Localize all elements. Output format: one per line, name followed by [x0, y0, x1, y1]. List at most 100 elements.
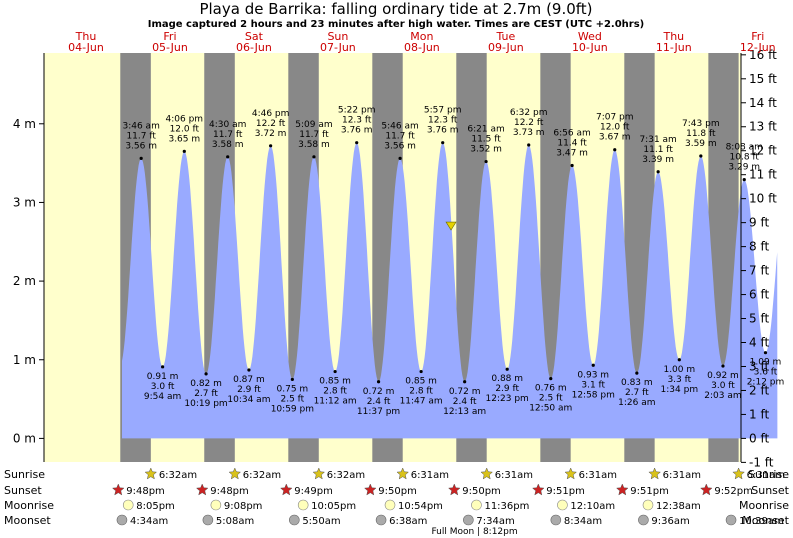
day-name: Mon [410, 30, 433, 43]
extreme-dot [763, 351, 768, 355]
sunset-time: 9:50pm [378, 486, 417, 497]
moonrise-icon [557, 499, 568, 511]
sunrise-icon [144, 467, 158, 480]
y-right-tick-label: 7 ft [749, 264, 769, 278]
moonset-time: 6:38am [389, 516, 427, 527]
sunset-time: 9:48pm [210, 486, 249, 497]
low-tide-label: 3.0 ft [151, 382, 175, 392]
high-tide-label: 7:43 pm [682, 119, 720, 129]
moonrise-time: 12:10am [570, 501, 615, 512]
moonrise-time: 10:05pm [311, 501, 356, 512]
sunrise-time: 6:31am [411, 470, 449, 481]
sunset-icon [195, 483, 209, 496]
moonrise-icon [122, 499, 134, 511]
moonrise-icon [297, 499, 309, 511]
sunset-time: 9:51pm [630, 486, 669, 497]
low-tide-label: 0.91 m [147, 372, 179, 382]
low-tide-label: 0.93 m [577, 370, 609, 380]
high-tide-label: 11.5 ft [471, 135, 501, 145]
extreme-dot [484, 159, 488, 164]
high-tide-label: 4:46 pm [252, 109, 290, 119]
low-tide-label: 0.82 m [190, 379, 222, 389]
moonrise-time: 10:54pm [398, 501, 443, 512]
sunset-icon [363, 483, 377, 496]
y-right-tick-label: 2 ft [749, 383, 769, 397]
low-tide-label: 3.0 ft [711, 381, 735, 391]
low-tide-label: 3.6 ft [754, 368, 778, 378]
y-right-tick-label: 8 ft [749, 240, 769, 254]
high-tide-label: 3.29 m [728, 163, 760, 173]
high-tide-label: 3.56 m [384, 141, 416, 151]
y-left-tick-label: 0 m [13, 431, 36, 445]
y-right-tick-label: 16 ft [749, 48, 777, 62]
moonrise-icon [384, 499, 396, 511]
high-tide-label: 12.3 ft [428, 116, 458, 126]
day-date: 06-Jun [236, 41, 272, 54]
moonset-icon [289, 514, 300, 526]
high-tide-label: 3.76 m [341, 126, 373, 136]
moonset-icon [725, 514, 737, 526]
extreme-dot [613, 148, 617, 152]
moonrise-time: 12:38am [656, 501, 701, 512]
low-tide-label: 11:12 am [314, 397, 357, 407]
low-tide-label: 1.09 m [750, 358, 782, 368]
low-tide-label: 3.1 ft [581, 380, 605, 390]
moonset-time: 4:34am [130, 516, 168, 527]
high-tide-label: 4:30 am [209, 120, 246, 130]
low-tide-label: 1.00 m [663, 365, 695, 375]
low-tide-label: 11:47 am [400, 397, 443, 407]
day-name: Thu [75, 30, 97, 43]
low-tide-label: 2.5 ft [539, 394, 563, 404]
low-tide-label: 12:50 am [529, 404, 572, 414]
low-tide-label: 0.83 m [621, 378, 653, 388]
high-tide-label: 12.0 ft [600, 123, 630, 133]
day-name: Wed [578, 30, 602, 43]
y-right-tick-label: 15 ft [749, 72, 777, 86]
extreme-dot [742, 178, 746, 182]
day-name: Sat [245, 30, 264, 43]
high-tide-label: 3.58 m [212, 140, 244, 150]
high-tide-label: 3.39 m [642, 155, 674, 165]
low-tide-label: 0.85 m [319, 377, 351, 387]
low-tide-label: 2.9 ft [495, 384, 519, 394]
high-tide-label: 4:06 pm [166, 114, 204, 124]
day-header: Thu04-JunFri05-JunSat06-JunSun07-JunMon0… [68, 30, 776, 54]
moonrise-icon [210, 499, 222, 511]
sun-moon-table: Sunrise Sunrise Sunset Sunset Moonrise Moonri… [4, 467, 790, 537]
y-right-tick-label: 6 ft [749, 288, 769, 302]
sunrise-icon [312, 467, 326, 480]
high-tide-label: 11.7 ft [385, 131, 415, 141]
sunrise-icon [732, 467, 745, 480]
extreme-dot [204, 372, 208, 376]
moonrise-row-label-left: Moonrise [4, 499, 54, 512]
low-tide-label: 2.4 ft [453, 397, 477, 407]
sunrise-time: 6:31am [495, 470, 533, 481]
y-right-tick-label: 10 ft [749, 192, 777, 206]
sunrise-row-label-right: Sunrise [748, 468, 789, 481]
high-tide-label: 6:32 pm [510, 108, 548, 118]
high-tide-label: 3.76 m [427, 126, 459, 136]
extreme-dot [247, 368, 251, 372]
high-tide-label: 12.2 ft [256, 119, 286, 129]
low-tide-label: 10:34 am [227, 395, 270, 405]
low-tide-label: 0.92 m [707, 371, 739, 381]
low-tide-label: 11:37 pm [357, 407, 400, 417]
day-date: 04-Jun [68, 41, 104, 54]
extreme-dot [419, 369, 423, 374]
high-tide-label: 11.7 ft [299, 130, 329, 140]
low-tide-label: 2.8 ft [409, 387, 433, 397]
extreme-dot [161, 365, 165, 369]
extreme-dot [721, 364, 725, 368]
sunset-icon [111, 483, 125, 496]
sunrise-time: 6:31am [579, 470, 617, 481]
moonrise-time: 9:08pm [224, 501, 263, 512]
extreme-dot [505, 367, 509, 371]
high-tide-label: 7:07 pm [596, 113, 634, 123]
low-tide-label: 2.4 ft [367, 397, 391, 407]
sunrise-time: 6:32am [159, 470, 197, 481]
low-tide-label: 12:13 am [443, 407, 486, 417]
low-tide-label: 2:12 pm [747, 378, 785, 388]
high-tide-label: 3.47 m [556, 148, 588, 158]
extreme-dot [549, 377, 553, 381]
moonset-icon [638, 514, 649, 526]
